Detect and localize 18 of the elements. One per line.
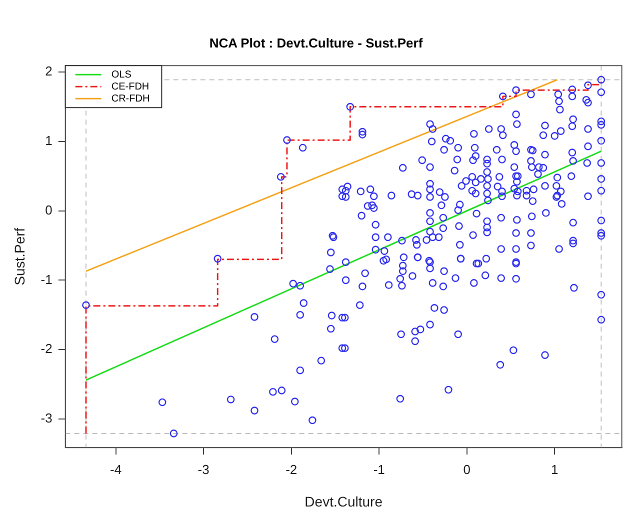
x-axis-title: Devt.Culture [304, 493, 383, 510]
y-tick-label: 2 [45, 64, 52, 79]
x-tick-label: -2 [286, 462, 298, 477]
chart-title: NCA Plot : Devt.Culture - Sust.Perf [209, 35, 424, 50]
y-tick-label: 0 [45, 202, 52, 218]
legend-label: OLS [111, 69, 132, 80]
x-tick-label: -1 [373, 462, 385, 477]
x-tick-label: -4 [110, 462, 122, 477]
y-tick-label: -2 [40, 341, 52, 356]
y-tick-label: 1 [45, 133, 52, 148]
y-axis-title: Sust.Perf [11, 228, 28, 286]
y-tick-label: -3 [40, 410, 52, 426]
y-tick-label: -1 [40, 272, 52, 287]
x-tick-label: 1 [551, 462, 558, 477]
x-tick-label: -3 [198, 462, 210, 477]
legend-label: CR-FDH [111, 93, 150, 104]
x-tick-label: 0 [463, 462, 471, 477]
legend-label: CE-FDH [111, 81, 150, 92]
